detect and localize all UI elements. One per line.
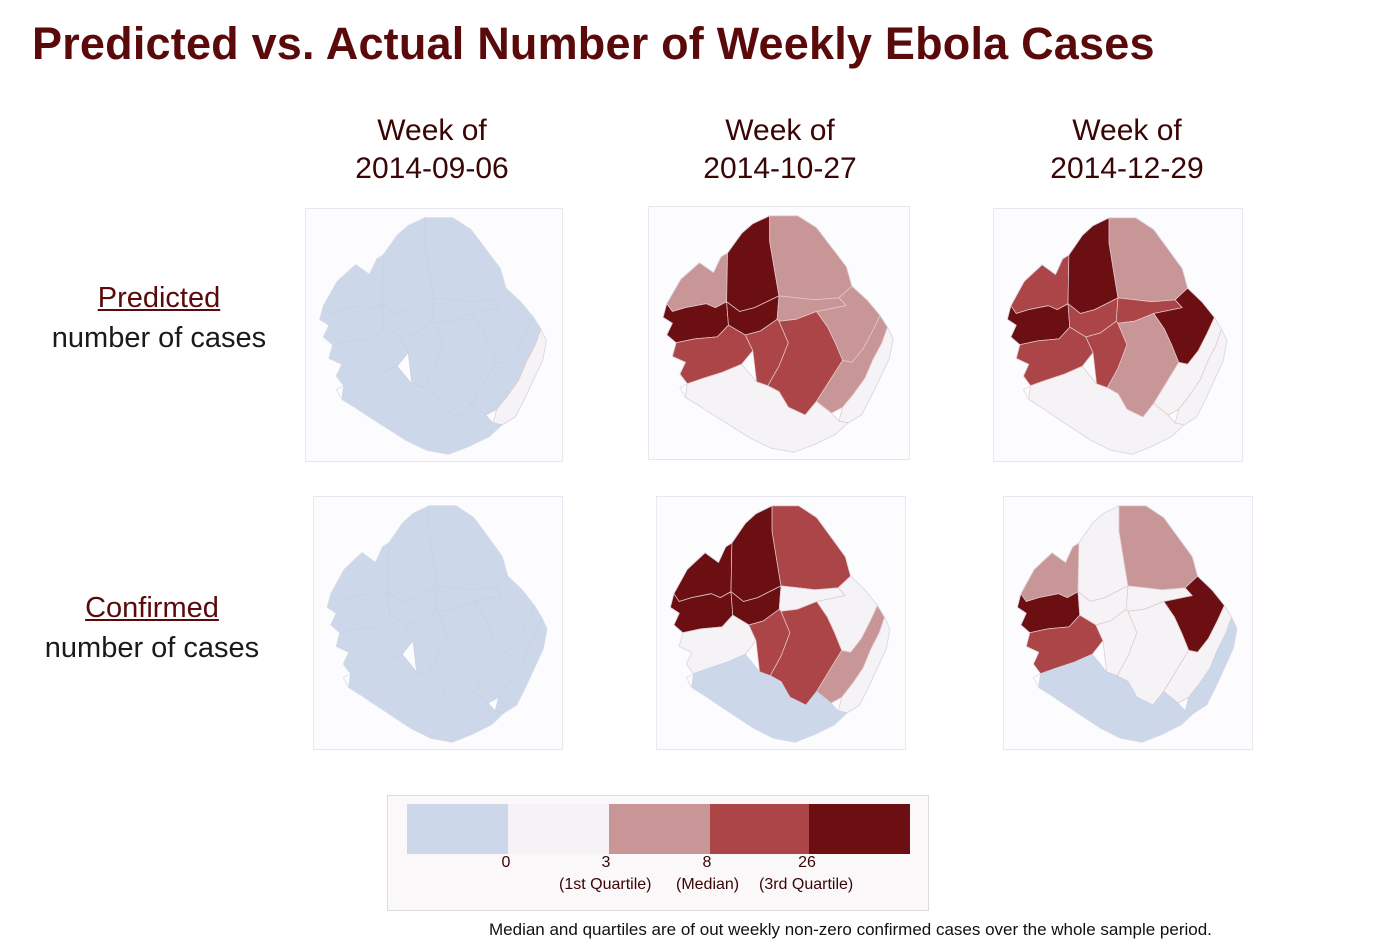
legend-quartile-3: (3rd Quartile): [759, 876, 854, 893]
map-confirmed-2014-12-29: [1003, 496, 1253, 750]
legend-quartile-median: (Median): [676, 876, 740, 893]
column-header-line1: Week of: [725, 114, 835, 147]
country-outline: [1016, 505, 1238, 743]
map-predicted-2014-10-27: [648, 206, 910, 460]
country-outline: [326, 505, 548, 743]
legend-swatch-2: [609, 804, 710, 854]
country-outline: [662, 215, 894, 453]
legend-swatch-4: [809, 804, 910, 854]
column-header-3: Week of 2014-12-29: [1007, 112, 1247, 188]
row-label-emphasis: Confirmed: [85, 592, 219, 624]
column-header-1: Week of 2014-09-06: [312, 112, 552, 188]
legend-swatch-3: [710, 804, 811, 854]
row-label-predicted: Predicted number of cases: [9, 278, 309, 358]
map-predicted-2014-09-06: [305, 208, 563, 462]
district-map-svg: [993, 208, 1243, 462]
row-label-rest: number of cases: [44, 632, 260, 664]
map-predicted-2014-12-29: [993, 208, 1243, 462]
legend-swatch-1: [508, 804, 609, 854]
legend-tick-3: 3: [601, 854, 611, 871]
legend-tick-0: 0: [501, 854, 511, 871]
page-title: Predicted vs. Actual Number of Weekly Eb…: [32, 18, 1155, 69]
row-label-rest: number of cases: [51, 322, 267, 354]
district-map-svg: [305, 208, 563, 462]
district-map-svg: [1003, 496, 1253, 750]
footnote: Median and quartiles are of out weekly n…: [489, 920, 1212, 939]
color-legend: 0 3 8 26 (1st Quartile) (Median) (3rd Qu…: [387, 795, 929, 911]
country-outline: [1006, 217, 1228, 455]
map-confirmed-2014-09-06: [313, 496, 563, 750]
legend-tick-8: 8: [702, 854, 712, 871]
legend-quartile-1: (1st Quartile): [559, 876, 652, 893]
column-header-line1: Week of: [377, 114, 487, 147]
legend-swatch-0: [407, 804, 508, 854]
column-header-line1: Week of: [1072, 114, 1182, 147]
column-header-date: 2014-09-06: [355, 152, 509, 185]
column-header-date: 2014-12-29: [1050, 152, 1204, 185]
column-header-2: Week of 2014-10-27: [660, 112, 900, 188]
row-label-confirmed: Confirmed number of cases: [2, 588, 302, 668]
legend-tick-26: 26: [798, 854, 816, 871]
district-map-svg: [313, 496, 563, 750]
district-map-svg: [648, 206, 910, 460]
row-label-emphasis: Predicted: [97, 282, 221, 314]
map-confirmed-2014-10-27: [656, 496, 906, 750]
country-outline: [669, 505, 891, 743]
column-header-date: 2014-10-27: [703, 152, 857, 185]
country-outline: [319, 217, 547, 455]
district-map-svg: [656, 496, 906, 750]
